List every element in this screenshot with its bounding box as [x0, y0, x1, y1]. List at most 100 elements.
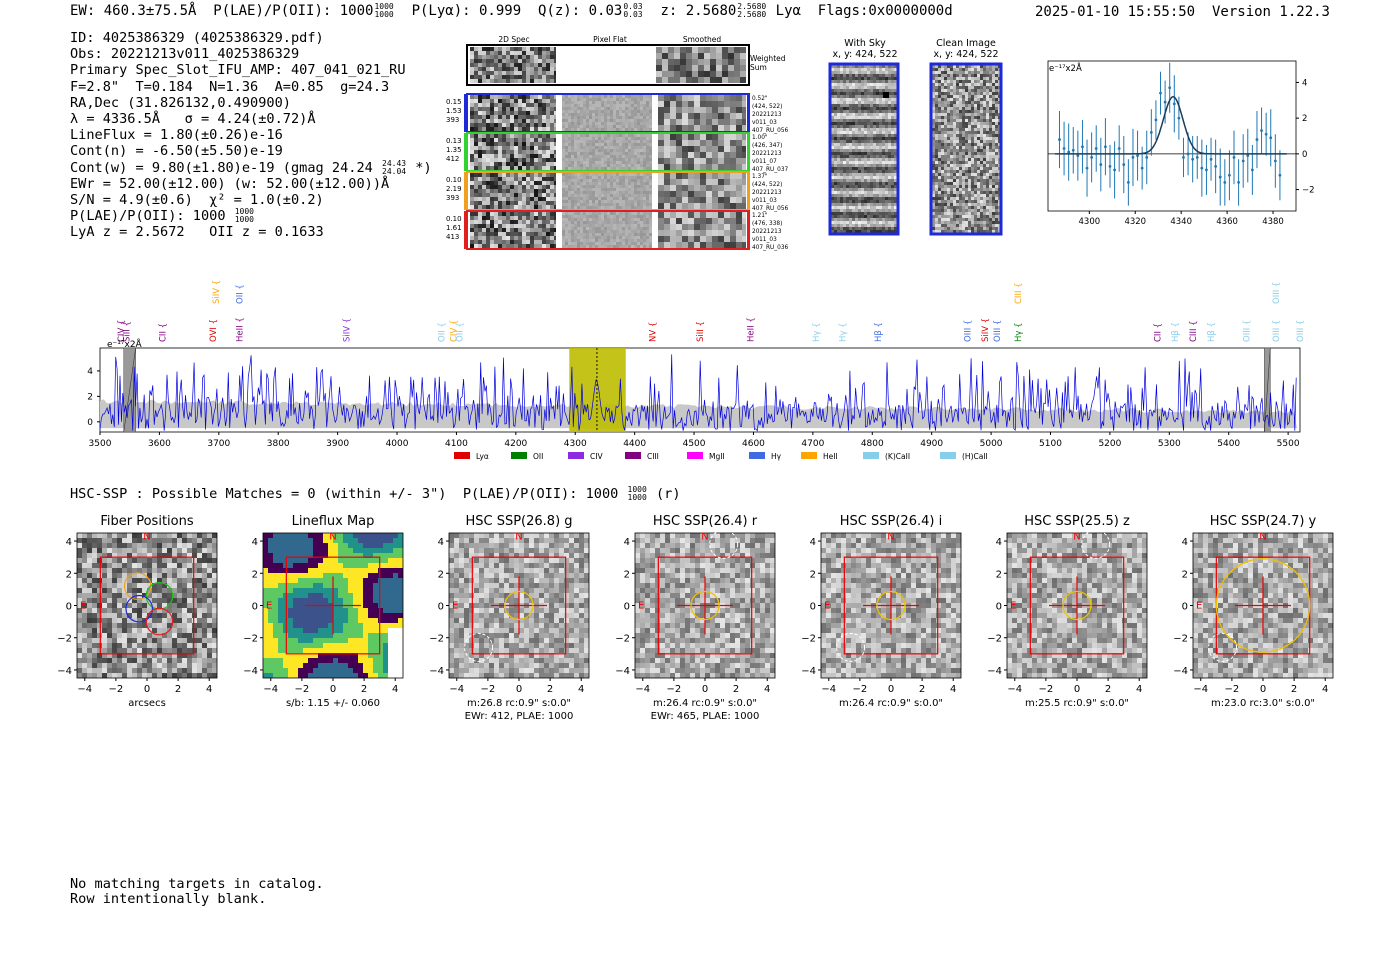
sky-pixel [849, 182, 852, 185]
pixel [694, 140, 700, 146]
clean-pixel [956, 71, 959, 74]
pixel [640, 149, 643, 152]
pixel [736, 113, 742, 119]
pixel [658, 152, 664, 158]
pixel [604, 95, 607, 98]
pixel [550, 75, 554, 79]
pixel [688, 236, 694, 242]
pixel [474, 123, 478, 127]
clean-pixel [941, 74, 944, 77]
pixel [562, 143, 565, 146]
pixel [718, 185, 724, 191]
sky-pixel [861, 92, 864, 95]
pixel [610, 203, 613, 206]
pixel [494, 71, 498, 75]
pixel [610, 143, 613, 146]
pixel [610, 182, 613, 185]
sky-pixel [870, 134, 873, 137]
sky-pixel [888, 101, 891, 104]
pixel [498, 103, 502, 107]
sky-pixel [831, 107, 834, 110]
pixel [670, 125, 676, 131]
pixel [514, 201, 518, 205]
clean-pixel [968, 143, 971, 146]
pixel [718, 125, 724, 131]
clean-pixel [995, 86, 998, 89]
pixel [619, 107, 622, 110]
pixel [574, 194, 577, 197]
clean-pixel [947, 125, 950, 128]
pixel [550, 201, 554, 205]
pixel [628, 98, 631, 101]
sky-pixel [843, 176, 846, 179]
pixel [643, 185, 646, 188]
sky-pixel [870, 77, 873, 80]
pixel [577, 101, 580, 104]
sky-pixel [831, 104, 834, 107]
sky-pixel [888, 137, 891, 140]
sky-pixel [840, 227, 843, 230]
sky-pixel [843, 173, 846, 176]
pixel [736, 218, 742, 224]
pixel [625, 104, 628, 107]
pixel [514, 240, 518, 244]
pixel [478, 173, 482, 177]
pixel [625, 245, 628, 248]
pixel [550, 224, 554, 228]
clean-pixel [959, 110, 962, 113]
sky-pixel [891, 209, 894, 212]
pixel [554, 107, 556, 111]
z-value: z: 2.5680 [660, 3, 737, 19]
pixel [494, 220, 498, 224]
pixel [742, 230, 746, 236]
pixel [598, 137, 601, 140]
pixel [474, 244, 478, 248]
pixel [595, 140, 598, 143]
pixel [583, 200, 586, 203]
sky-pixel [894, 200, 897, 203]
pixel [634, 128, 637, 131]
pixel [542, 63, 546, 67]
sky-pixel [885, 143, 888, 146]
pixel [542, 228, 546, 232]
clean-pixel [932, 116, 935, 119]
sky-pixel [870, 113, 873, 116]
clean-pixel [995, 104, 998, 107]
pixel [598, 146, 601, 149]
sky-pixel [888, 95, 891, 98]
clean-pixel [938, 74, 941, 77]
pixel [586, 194, 589, 197]
pixel [730, 242, 736, 248]
pixel [478, 201, 482, 205]
pixel [610, 212, 613, 215]
pixel [688, 230, 694, 236]
clean-pixel [980, 89, 983, 92]
pixel [522, 220, 526, 224]
pixel [613, 224, 616, 227]
pixel [622, 134, 625, 137]
pixel [643, 122, 646, 125]
sky-pixel [837, 227, 840, 230]
pixel [712, 134, 718, 140]
fiber-cutouts: 2D Spec Pixel Flat Smoothed Weighted Sum… [446, 35, 789, 251]
sky-pixel [849, 107, 852, 110]
pixel [474, 236, 478, 240]
pixel [700, 173, 706, 179]
pixel [670, 101, 676, 107]
pixel [502, 63, 506, 67]
pixel [526, 201, 530, 205]
sky-pixel [882, 209, 885, 212]
pixel [646, 140, 649, 143]
pixel [490, 59, 494, 63]
pixel [522, 185, 526, 189]
pixel [592, 104, 595, 107]
sky-pixel [864, 143, 867, 146]
pixel [530, 189, 534, 193]
pixel [658, 197, 664, 203]
sky-pixel [888, 161, 891, 164]
pixel [637, 236, 640, 239]
pixel [565, 191, 568, 194]
pixel [604, 233, 607, 236]
row-right-label: (476, 338) [752, 221, 782, 227]
row-color-bar [464, 172, 467, 210]
